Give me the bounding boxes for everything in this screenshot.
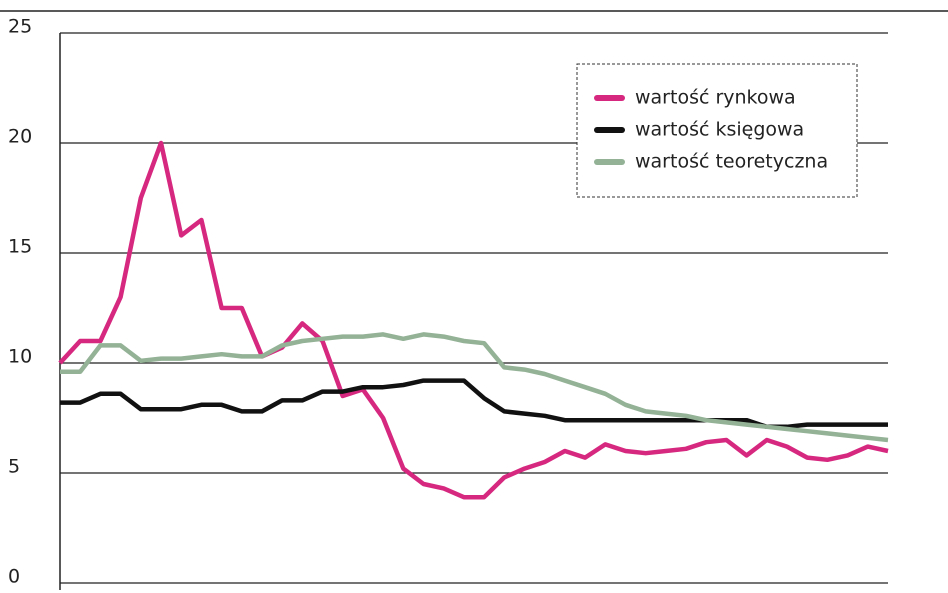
series-line (58, 140, 889, 500)
y-tick-label: 20 (8, 126, 32, 148)
series-line (60, 378, 888, 430)
series-line (60, 332, 889, 443)
legend-label: wartość teoretyczna (635, 151, 828, 173)
y-tick-label: 25 (8, 16, 32, 38)
legend-label: wartość księgowa (635, 119, 804, 141)
y-tick-label: 10 (8, 346, 32, 368)
y-tick-label: 15 (8, 236, 32, 258)
legend-box (576, 63, 858, 198)
legend-label: wartość rynkowa (635, 87, 796, 109)
y-tick-label: 0 (8, 566, 20, 588)
y-tick-label: 5 (8, 456, 20, 478)
